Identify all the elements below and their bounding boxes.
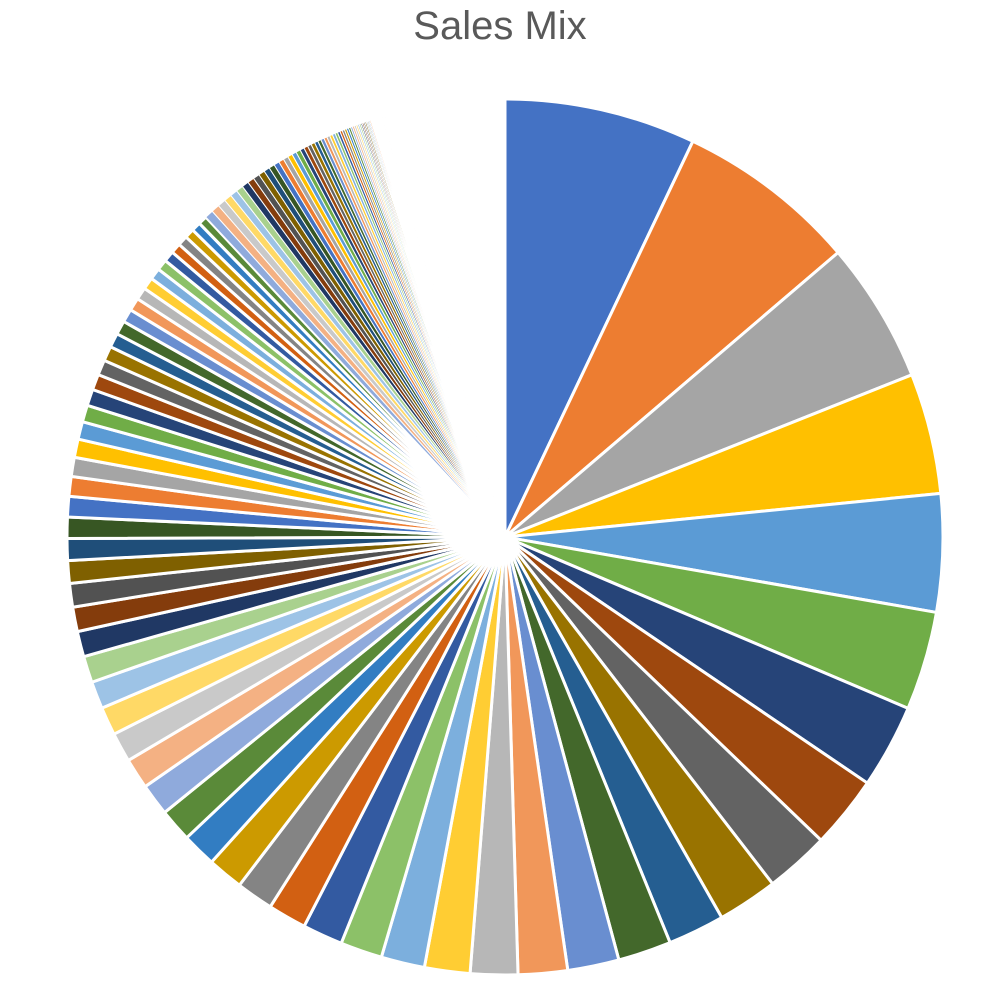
pie-slice-140	[385, 115, 506, 538]
chart-title: Sales Mix	[413, 4, 587, 48]
pie-slice-3	[503, 251, 914, 539]
pie-slice-1	[503, 97, 695, 539]
pie-slice-2	[503, 139, 840, 539]
